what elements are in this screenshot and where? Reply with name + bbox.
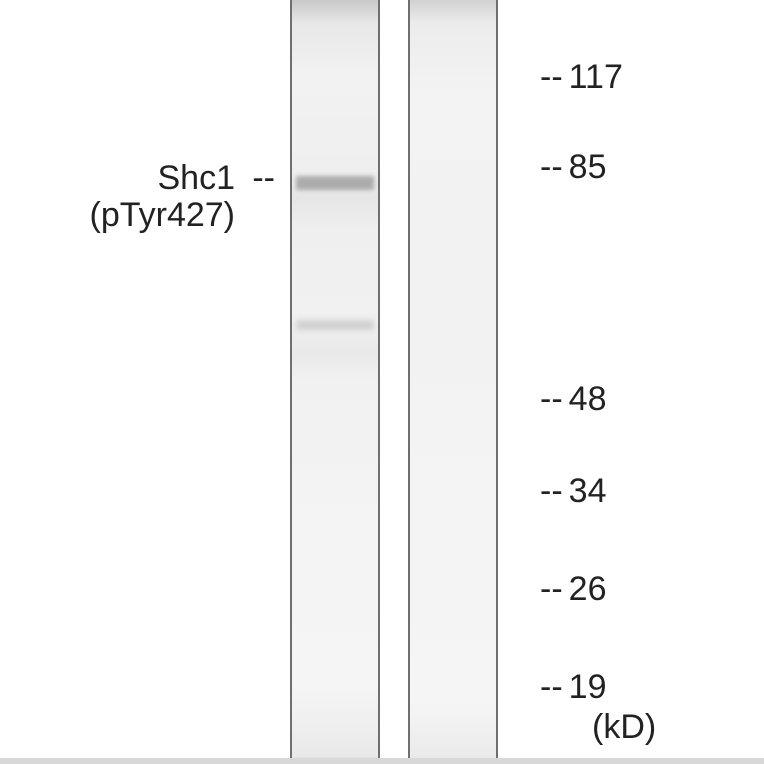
mw-marker-19: --19 [540, 668, 606, 707]
mw-marker-85: --85 [540, 148, 606, 187]
protein-label-dash: -- [252, 160, 275, 197]
mw-marker-48: --48 [540, 380, 606, 419]
protein-label: Shc1 -- (pTyr427) [20, 160, 235, 235]
mw-marker-value: 19 [569, 668, 607, 706]
lane-2-membrane [410, 0, 496, 764]
mw-marker-value: 117 [569, 58, 623, 96]
lane-1-membrane [292, 0, 378, 764]
mw-marker-dash: -- [540, 148, 563, 187]
mw-marker-value: 34 [569, 472, 607, 510]
mw-marker-value: 26 [569, 570, 607, 608]
blot-canvas: Shc1 -- (pTyr427) --117--85--48--34--26-… [0, 0, 764, 764]
mw-marker-value: 48 [569, 380, 607, 418]
lane-1-band-2 [296, 320, 374, 330]
blot-lane-1 [290, 0, 380, 764]
mw-marker-26: --26 [540, 570, 606, 609]
mw-marker-dash: -- [540, 570, 563, 609]
mw-marker-value: 85 [569, 148, 607, 186]
protein-label-line1: Shc1 [158, 159, 236, 197]
mw-marker-dash: -- [540, 472, 563, 511]
bottom-edge [0, 758, 764, 764]
mw-marker-34: --34 [540, 472, 606, 511]
lane-1-band-1 [296, 176, 374, 190]
mw-marker-117: --117 [540, 58, 623, 97]
mw-marker-dash: -- [540, 380, 563, 419]
unit-label: (kD) [592, 708, 656, 747]
blot-lane-2 [408, 0, 498, 764]
mw-marker-dash: -- [540, 58, 563, 97]
protein-label-line2: (pTyr427) [90, 196, 236, 234]
mw-marker-dash: -- [540, 668, 563, 707]
